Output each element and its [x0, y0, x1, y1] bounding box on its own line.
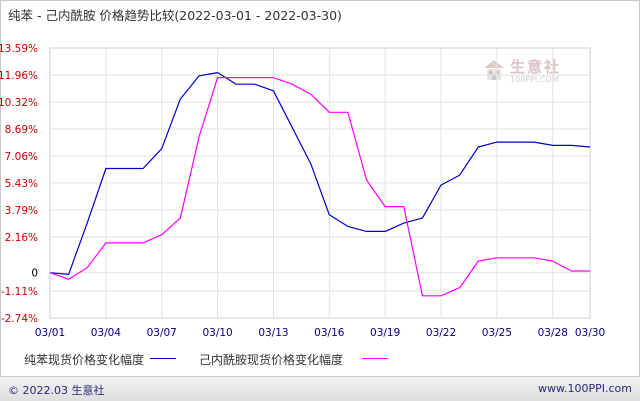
footer-website-link[interactable]: www.100PPI.com [538, 382, 632, 395]
plot-border [49, 47, 591, 319]
y-tick-label: 2.16% [5, 232, 38, 244]
series-line-2 [49, 76, 590, 297]
y-tick-label: -1.11% [1, 286, 38, 298]
x-tick-label: 03/04 [91, 327, 122, 339]
y-tick-label: 7.06% [5, 151, 38, 163]
chart-grid [49, 47, 591, 319]
legend-swatch [362, 358, 388, 359]
y-tick-label: 5.43% [5, 178, 38, 190]
y-tick-label: 8.69% [5, 124, 38, 136]
y-tick-label: 3.79% [5, 205, 38, 217]
x-tick-label: 03/28 [538, 327, 568, 339]
legend-label: 己内酰胺现货价格变化幅度 [199, 353, 344, 367]
x-tick-label: 03/30 [575, 327, 605, 339]
chart-title: 纯苯 - 己内酰胺 价格趋势比较(2022-03-01 - 2022-03-30… [8, 8, 342, 23]
x-axis-ticks: 03/01 03/04 03/07 03/10 03/13 03/16 03/19 03/22… [35, 327, 605, 339]
watermark-name: 生意社 [510, 58, 562, 76]
y-tick-label: 10.32% [0, 97, 38, 109]
y-tick-label: 11.96% [0, 70, 38, 82]
watermark-url: 100PPI.COM [510, 75, 559, 84]
y-tick-label: 0 [31, 268, 38, 280]
x-tick-label: 03/07 [147, 327, 177, 339]
footer-copyright: © 2022.03 生意社 [8, 384, 105, 397]
legend-label: 纯苯现货价格变化幅度 [24, 353, 145, 367]
x-tick-label: 03/22 [426, 327, 456, 339]
x-tick-label: 03/01 [35, 327, 65, 339]
x-tick-label: 03/13 [258, 327, 288, 339]
legend-swatch [150, 358, 176, 359]
chart-series [49, 71, 591, 297]
x-tick-label: 03/25 [482, 327, 512, 339]
x-tick-label: 03/16 [314, 327, 345, 339]
y-tick-label: -2.74% [1, 313, 38, 325]
y-tick-label: 13.59% [0, 43, 38, 55]
footer-bar: © 2022.03 生意社 www.100PPI.com [0, 376, 640, 401]
series-line-1 [49, 71, 591, 275]
x-tick-label: 03/19 [370, 327, 400, 339]
x-tick-label: 03/10 [202, 327, 232, 339]
y-axis-ticks: 13.59% 11.96% 10.32% 8.69% 7.06% 5.43% 3.79% 2.… [0, 43, 38, 325]
